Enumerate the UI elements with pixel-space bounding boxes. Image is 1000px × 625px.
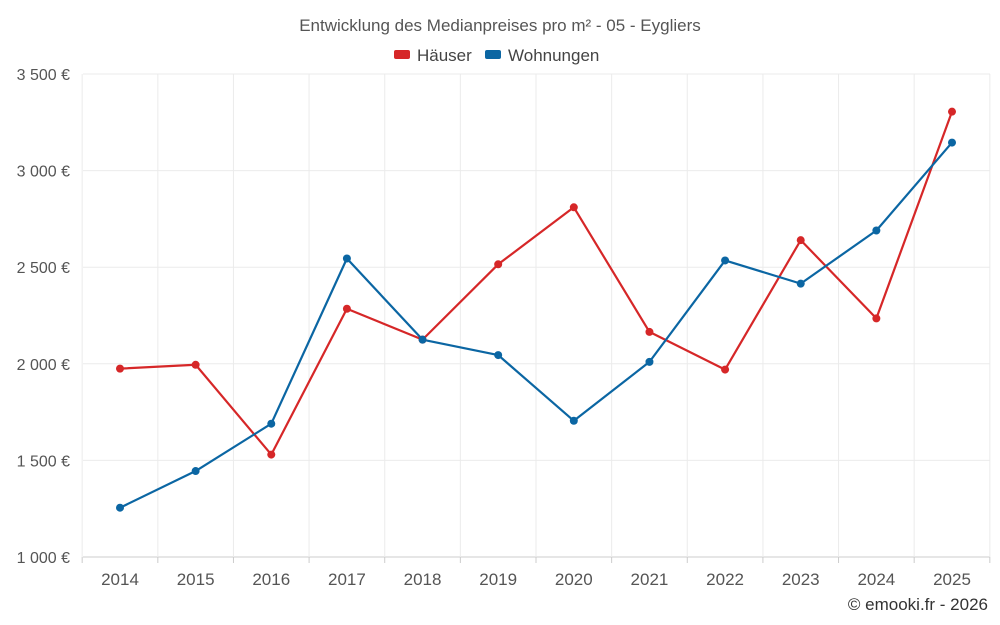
data-point-wohnungen[interactable] [872, 226, 881, 235]
data-point-wohnungen[interactable] [267, 419, 276, 428]
data-point-wohnungen[interactable] [418, 335, 427, 344]
x-tick-label: 2020 [555, 570, 593, 589]
data-point-wohnungen[interactable] [645, 357, 654, 366]
x-tick-label: 2021 [631, 570, 669, 589]
y-axis: 1 000 € 1 500 € 2 000 € 2 500 € 3 000 € 3 500… [17, 67, 70, 567]
data-point-haeuser[interactable] [494, 260, 503, 269]
credit-text: © emooki.fr - 2026 [848, 595, 988, 614]
x-tick-label: 2017 [328, 570, 366, 589]
data-point-haeuser[interactable] [796, 236, 805, 245]
y-tick-label: 1 500 € [17, 453, 70, 470]
data-point-haeuser[interactable] [569, 203, 578, 212]
y-tick-label: 3 000 € [17, 164, 70, 181]
x-tick-label: 2022 [706, 570, 744, 589]
x-tick-label: 2014 [101, 570, 139, 589]
data-point-wohnungen[interactable] [948, 138, 956, 147]
legend-item-haeuser[interactable]: Häuser [394, 46, 472, 65]
data-point-haeuser[interactable] [645, 327, 654, 336]
series-line-haeuser[interactable] [119, 111, 954, 456]
y-tick-label: 1 000 € [17, 550, 70, 567]
data-point-wohnungen[interactable] [342, 254, 351, 263]
chart-title: Entwicklung des Medianpreises pro m² - 0… [299, 16, 701, 35]
legend-item-wohnungen[interactable]: Wohnungen [485, 46, 599, 65]
y-tick-label: 3 500 € [17, 67, 70, 84]
x-tick-label: 2023 [782, 570, 820, 589]
data-point-haeuser[interactable] [191, 360, 200, 369]
data-point-wohnungen[interactable] [191, 467, 200, 476]
data-point-haeuser[interactable] [721, 365, 730, 374]
x-tick-label: 2018 [404, 570, 442, 589]
series-line-wohnungen[interactable] [119, 141, 953, 509]
x-tick-label: 2015 [177, 570, 215, 589]
data-point-wohnungen[interactable] [116, 503, 124, 512]
y-tick-label: 2 000 € [17, 357, 70, 374]
data-point-haeuser[interactable] [267, 450, 276, 459]
data-point-haeuser[interactable] [872, 314, 881, 323]
legend: Häuser Wohnungen [394, 46, 599, 65]
data-point-haeuser[interactable] [116, 364, 124, 373]
x-tick-label: 2025 [933, 570, 971, 589]
data-point-wohnungen[interactable] [494, 351, 503, 360]
legend-swatch-wohnungen [485, 50, 501, 59]
data-point-haeuser[interactable] [342, 304, 351, 313]
x-axis: 2014 2015 2016 2017 2018 2019 2020 2021 2022 2023… [101, 570, 971, 589]
data-point-wohnungen[interactable] [796, 279, 805, 288]
legend-label-haeuser: Häuser [417, 46, 472, 65]
grid [81, 73, 991, 563]
data-point-wohnungen[interactable] [569, 416, 578, 425]
data-point-haeuser[interactable] [948, 107, 956, 116]
x-tick-label: 2024 [857, 570, 895, 589]
legend-swatch-haeuser [394, 50, 410, 59]
legend-label-wohnungen: Wohnungen [508, 46, 599, 65]
x-tick-label: 2016 [252, 570, 290, 589]
x-tick-label: 2019 [479, 570, 517, 589]
data-point-wohnungen[interactable] [721, 256, 730, 265]
series-layer [116, 107, 956, 512]
y-tick-label: 2 500 € [17, 260, 70, 277]
